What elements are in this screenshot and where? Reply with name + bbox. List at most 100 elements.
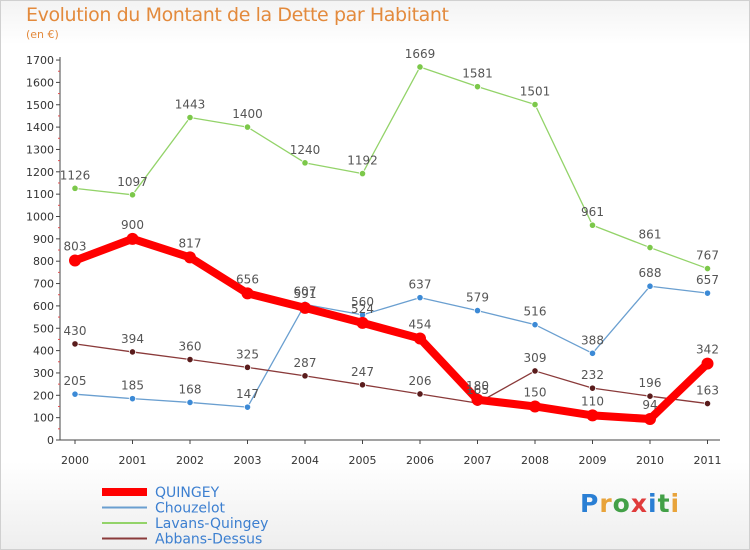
logo-letter: x: [630, 489, 648, 518]
x-tick-label: 2002: [176, 454, 204, 467]
data-label: 591: [294, 287, 317, 301]
y-tick-label: 1100: [26, 188, 54, 201]
y-tick-label: 1600: [26, 76, 54, 89]
data-point: [358, 381, 367, 389]
y-tick-label: 100: [33, 412, 54, 425]
data-point: [416, 63, 424, 71]
proxiti-logo: Proxiti: [580, 489, 680, 518]
data-point: [646, 282, 654, 290]
data-point: [473, 306, 482, 315]
x-tick-label: 2005: [349, 454, 377, 467]
data-point: [128, 395, 137, 403]
data-label: 147: [236, 387, 259, 401]
series-line-lavans-quingey: [74, 66, 709, 270]
data-label: 94: [642, 398, 657, 412]
data-label: 287: [294, 356, 317, 370]
data-point: [531, 100, 539, 109]
y-tick-label: 0: [47, 434, 54, 447]
series-line-quingey: [71, 234, 712, 423]
data-label: 900: [121, 218, 144, 232]
data-point: [186, 398, 194, 407]
data-point: [243, 403, 252, 411]
data-label: 767: [696, 249, 719, 263]
data-label: 524: [351, 302, 374, 316]
data-point: [416, 294, 424, 302]
x-tick-label: 2003: [234, 454, 262, 467]
data-point: [358, 169, 367, 178]
data-label: 656: [236, 272, 259, 286]
data-point: [703, 399, 712, 408]
data-label: 325: [236, 347, 259, 361]
data-label: 180: [466, 379, 489, 393]
legend-label: Lavans-Quingey: [155, 516, 268, 532]
data-label: 185: [121, 379, 144, 393]
y-tick-label: 1200: [26, 166, 54, 179]
data-point: [241, 287, 254, 300]
logo-letter: t: [657, 489, 671, 518]
data-point: [71, 340, 79, 348]
legend-label: QUINGEY: [155, 485, 220, 501]
x-tick-label: 2011: [694, 454, 722, 467]
data-point: [586, 409, 599, 422]
data-label: 168: [179, 382, 202, 396]
data-label: 688: [639, 266, 662, 280]
data-point: [703, 264, 712, 273]
data-label: 1097: [117, 175, 148, 189]
y-tick-label: 300: [33, 367, 54, 380]
data-point: [646, 243, 654, 252]
data-label: 309: [524, 351, 547, 365]
y-tick-label: 1500: [26, 99, 54, 112]
data-label: 388: [581, 333, 604, 347]
y-tick-label: 1000: [26, 211, 54, 224]
data-label: 165: [466, 383, 489, 397]
y-tick-label: 200: [33, 389, 54, 402]
x-tick-label: 2000: [61, 454, 89, 467]
data-label: 817: [179, 236, 202, 250]
data-point: [471, 393, 484, 406]
y-tick-label: 400: [33, 345, 54, 358]
data-point: [69, 254, 81, 267]
data-point: [644, 412, 656, 425]
x-tick-label: 2008: [521, 454, 549, 467]
data-point: [588, 221, 597, 229]
y-tick-label: 1700: [26, 54, 54, 67]
data-point: [531, 321, 539, 329]
y-tick-label: 700: [33, 278, 54, 291]
data-point: [299, 301, 311, 314]
series-line-abbans-dessus: [74, 343, 709, 405]
data-label: 1192: [347, 154, 378, 168]
x-tick-label: 2010: [636, 454, 664, 467]
data-point: [531, 367, 539, 375]
y-tick-label: 500: [33, 322, 54, 335]
data-label: 206: [409, 374, 432, 388]
x-tick-label: 2001: [119, 454, 147, 467]
data-label: 196: [639, 376, 662, 390]
data-label: 961: [581, 205, 604, 219]
data-label: 1581: [462, 67, 493, 81]
data-label: 205: [64, 374, 87, 388]
data-label: 607: [294, 284, 317, 298]
data-label: 150: [524, 385, 547, 399]
legend-label: Chouzelot: [155, 501, 226, 517]
data-label: 637: [409, 278, 432, 292]
data-label: 232: [581, 368, 604, 382]
data-point: [243, 363, 252, 371]
data-point: [128, 348, 137, 356]
y-tick-label: 900: [33, 233, 54, 246]
data-point: [243, 123, 252, 131]
data-label: 1126: [60, 168, 91, 182]
data-point: [128, 191, 137, 199]
y-tick-label: 1300: [26, 143, 54, 156]
data-point: [588, 349, 597, 357]
data-label: 1501: [520, 85, 551, 99]
data-label: 360: [179, 340, 202, 354]
data-point: [126, 232, 139, 245]
data-label: 560: [351, 295, 374, 309]
data-label: 394: [121, 332, 144, 346]
data-label: 110: [581, 394, 604, 408]
unit-label: (en €): [26, 28, 59, 41]
x-tick-label: 2004: [291, 454, 319, 467]
data-label: 163: [696, 384, 719, 398]
